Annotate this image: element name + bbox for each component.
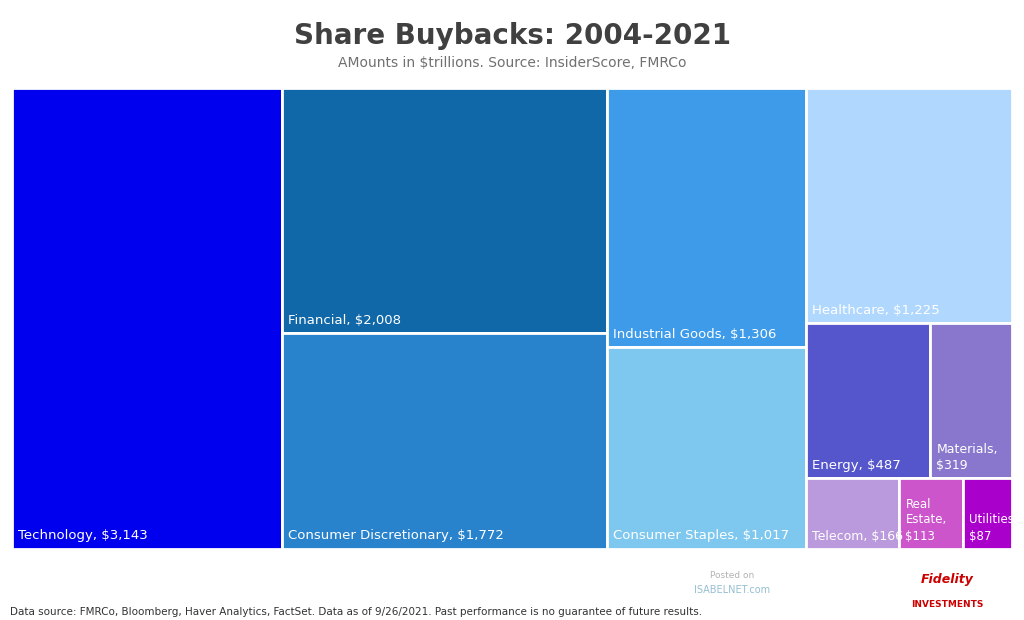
FancyBboxPatch shape (930, 324, 1012, 479)
Text: AMounts in $trillions. Source: InsiderScore, FMRCo: AMounts in $trillions. Source: InsiderSc… (338, 56, 686, 70)
FancyBboxPatch shape (282, 88, 606, 333)
Text: INVESTMENTS: INVESTMENTS (911, 600, 983, 609)
Text: Data source: FMRCo, Bloomberg, Haver Analytics, FactSet. Data as of 9/26/2021. P: Data source: FMRCo, Bloomberg, Haver Ana… (10, 607, 702, 617)
Text: Healthcare, $1,225: Healthcare, $1,225 (812, 304, 940, 317)
FancyBboxPatch shape (806, 324, 930, 479)
Text: ISABELNET.com: ISABELNET.com (694, 585, 770, 595)
FancyBboxPatch shape (806, 88, 1012, 324)
Text: Materials,
$319: Materials, $319 (936, 443, 998, 472)
Text: Share Buybacks: 2004-2021: Share Buybacks: 2004-2021 (294, 22, 730, 50)
Text: Telecom, $166: Telecom, $166 (812, 529, 903, 542)
Text: Utilities,
$87: Utilities, $87 (969, 513, 1018, 542)
Text: Real
Estate,
$113: Real Estate, $113 (905, 497, 946, 542)
FancyBboxPatch shape (606, 88, 806, 347)
Text: Consumer Discretionary, $1,772: Consumer Discretionary, $1,772 (288, 529, 504, 542)
FancyBboxPatch shape (12, 88, 282, 549)
FancyBboxPatch shape (606, 347, 806, 549)
FancyBboxPatch shape (963, 479, 1012, 549)
Text: Industrial Goods, $1,306: Industrial Goods, $1,306 (612, 328, 776, 341)
FancyBboxPatch shape (899, 479, 963, 549)
Text: Technology, $3,143: Technology, $3,143 (18, 529, 148, 542)
FancyBboxPatch shape (282, 333, 606, 549)
Text: Financial, $2,008: Financial, $2,008 (288, 314, 401, 327)
FancyBboxPatch shape (806, 479, 899, 549)
Text: Consumer Staples, $1,017: Consumer Staples, $1,017 (612, 529, 788, 542)
Text: Energy, $487: Energy, $487 (812, 459, 901, 472)
Text: Fidelity: Fidelity (921, 573, 974, 586)
Text: Posted on: Posted on (710, 570, 755, 580)
